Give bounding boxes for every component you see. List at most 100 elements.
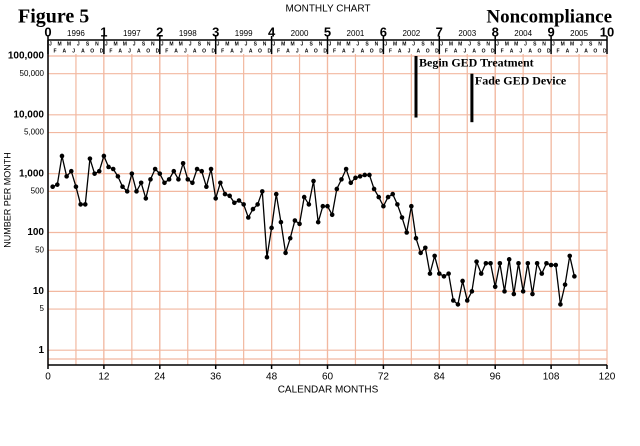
month-letter: N [486,41,490,47]
data-point [259,189,265,194]
month-letter: S [533,41,537,47]
data-point [409,203,414,209]
y-tick-label: 1,000 [19,168,44,179]
top-tick-label: 8 [492,24,499,39]
data-point [246,215,251,220]
month-letter: D [603,48,607,54]
data-point [194,166,200,172]
data-point [162,180,167,186]
data-point [101,153,107,159]
data-point [115,174,121,179]
month-letter: O [146,48,150,54]
year-label: 1996 [67,29,85,38]
month-letter: J [524,41,527,47]
right-title: Noncompliance [486,6,612,27]
year-label: 2004 [514,29,532,38]
month-letter: N [151,41,155,47]
data-point [343,166,349,172]
month-letter: F [277,48,280,54]
month-letter: M [67,41,71,47]
month-letter: A [454,48,458,54]
month-letter: A [81,48,85,54]
month-letter: A [417,48,421,54]
data-point [129,171,135,176]
data-point [464,298,470,303]
data-point [264,254,270,260]
month-letter: O [258,48,262,54]
data-point [460,278,465,284]
month-letter: J [384,41,387,47]
month-letter: J [440,41,443,47]
data-point [516,260,521,266]
data-point [82,202,88,207]
month-letter: J [464,48,467,54]
month-letter: J [296,48,299,54]
month-letter: F [333,48,336,54]
month-letter: A [137,48,141,54]
data-point [283,250,288,256]
month-letter: D [379,48,383,54]
data-point [399,215,405,220]
month-letter: M [514,41,518,47]
data-point [506,257,512,262]
data-point [371,186,377,192]
month-letter: M [505,41,509,47]
month-letter: M [458,41,462,47]
top-tick-label: 5 [324,24,331,39]
month-letter: A [118,48,122,54]
month-letter: J [217,41,220,47]
month-letter: A [230,48,234,54]
data-point [171,168,177,174]
month-letter: M [281,41,285,47]
data-point [157,171,163,176]
month-letter: D [100,48,104,54]
top-tick-label: 9 [547,24,554,39]
month-letter: F [53,48,56,54]
data-point [353,175,358,181]
month-letter: S [142,41,146,47]
month-letter: N [598,41,602,47]
month-letter: M [570,41,574,47]
month-letter: J [77,41,80,47]
month-letter: A [361,48,365,54]
data-point [362,172,368,178]
data-point [241,202,246,207]
top-tick-label: 4 [268,24,276,39]
month-letter: F [557,48,560,54]
month-letter: M [113,41,117,47]
year-label: 1997 [123,29,141,38]
data-point [50,184,55,190]
data-point [455,302,461,307]
x-tick-label: 36 [210,372,222,383]
year-label: 2002 [402,29,420,38]
data-point [92,171,97,176]
data-point [525,260,531,266]
data-point [68,168,74,174]
month-letter: O [90,48,94,54]
month-letter: J [105,41,108,47]
y-axis-label: NUMBER PER MONTH [2,152,12,248]
data-point [395,202,400,207]
month-letter: D [491,48,495,54]
data-point [530,291,535,297]
data-point [232,200,237,206]
y-tick-label: 100 [27,227,44,238]
annotation-text: Begin GED Treatment [419,56,534,70]
month-letter: M [346,41,350,47]
month-letter: J [300,41,303,47]
data-point [562,282,568,287]
data-point [558,302,563,307]
month-letter: M [561,41,565,47]
month-letter: A [584,48,588,54]
data-point [325,203,330,209]
month-letter: S [365,41,369,47]
data-point [367,172,372,178]
data-point [269,225,274,231]
month-letter: D [435,48,439,54]
month-letter: J [273,41,276,47]
data-point [311,178,316,184]
data-point [572,274,577,279]
data-point [204,184,209,190]
data-point [548,262,554,268]
